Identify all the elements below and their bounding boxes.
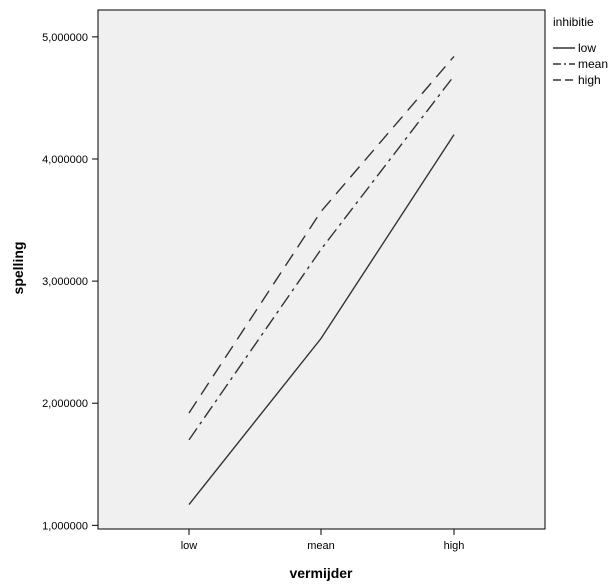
legend: inhibitie low mean high [553,15,608,87]
plot-area [97,9,546,530]
x-tick-label: mean [307,540,335,552]
legend-label-high: high [578,73,601,87]
legend-items: low mean high [553,41,608,87]
x-axis-title: vermijder [289,565,353,581]
x-axis: low mean high [181,529,465,552]
series-line-low [188,134,455,506]
series-line-high [188,55,455,414]
y-axis-title: spelling [10,242,26,295]
y-tick-label: 4,000000 [42,154,88,166]
series-group [188,55,455,506]
y-tick-label: 3,000000 [42,276,88,288]
x-tick-label: high [444,540,465,552]
legend-title: inhibitie [553,15,594,29]
y-axis: 1,000000 2,000000 3,000000 4,000000 5,000000 [42,32,98,532]
x-tick-label: low [181,540,198,552]
y-tick-label: 2,000000 [42,398,88,410]
y-tick-label: 1,000000 [42,520,88,532]
legend-label-mean: mean [578,57,608,71]
legend-label-low: low [578,41,596,55]
y-tick-label: 5,000000 [42,32,88,44]
